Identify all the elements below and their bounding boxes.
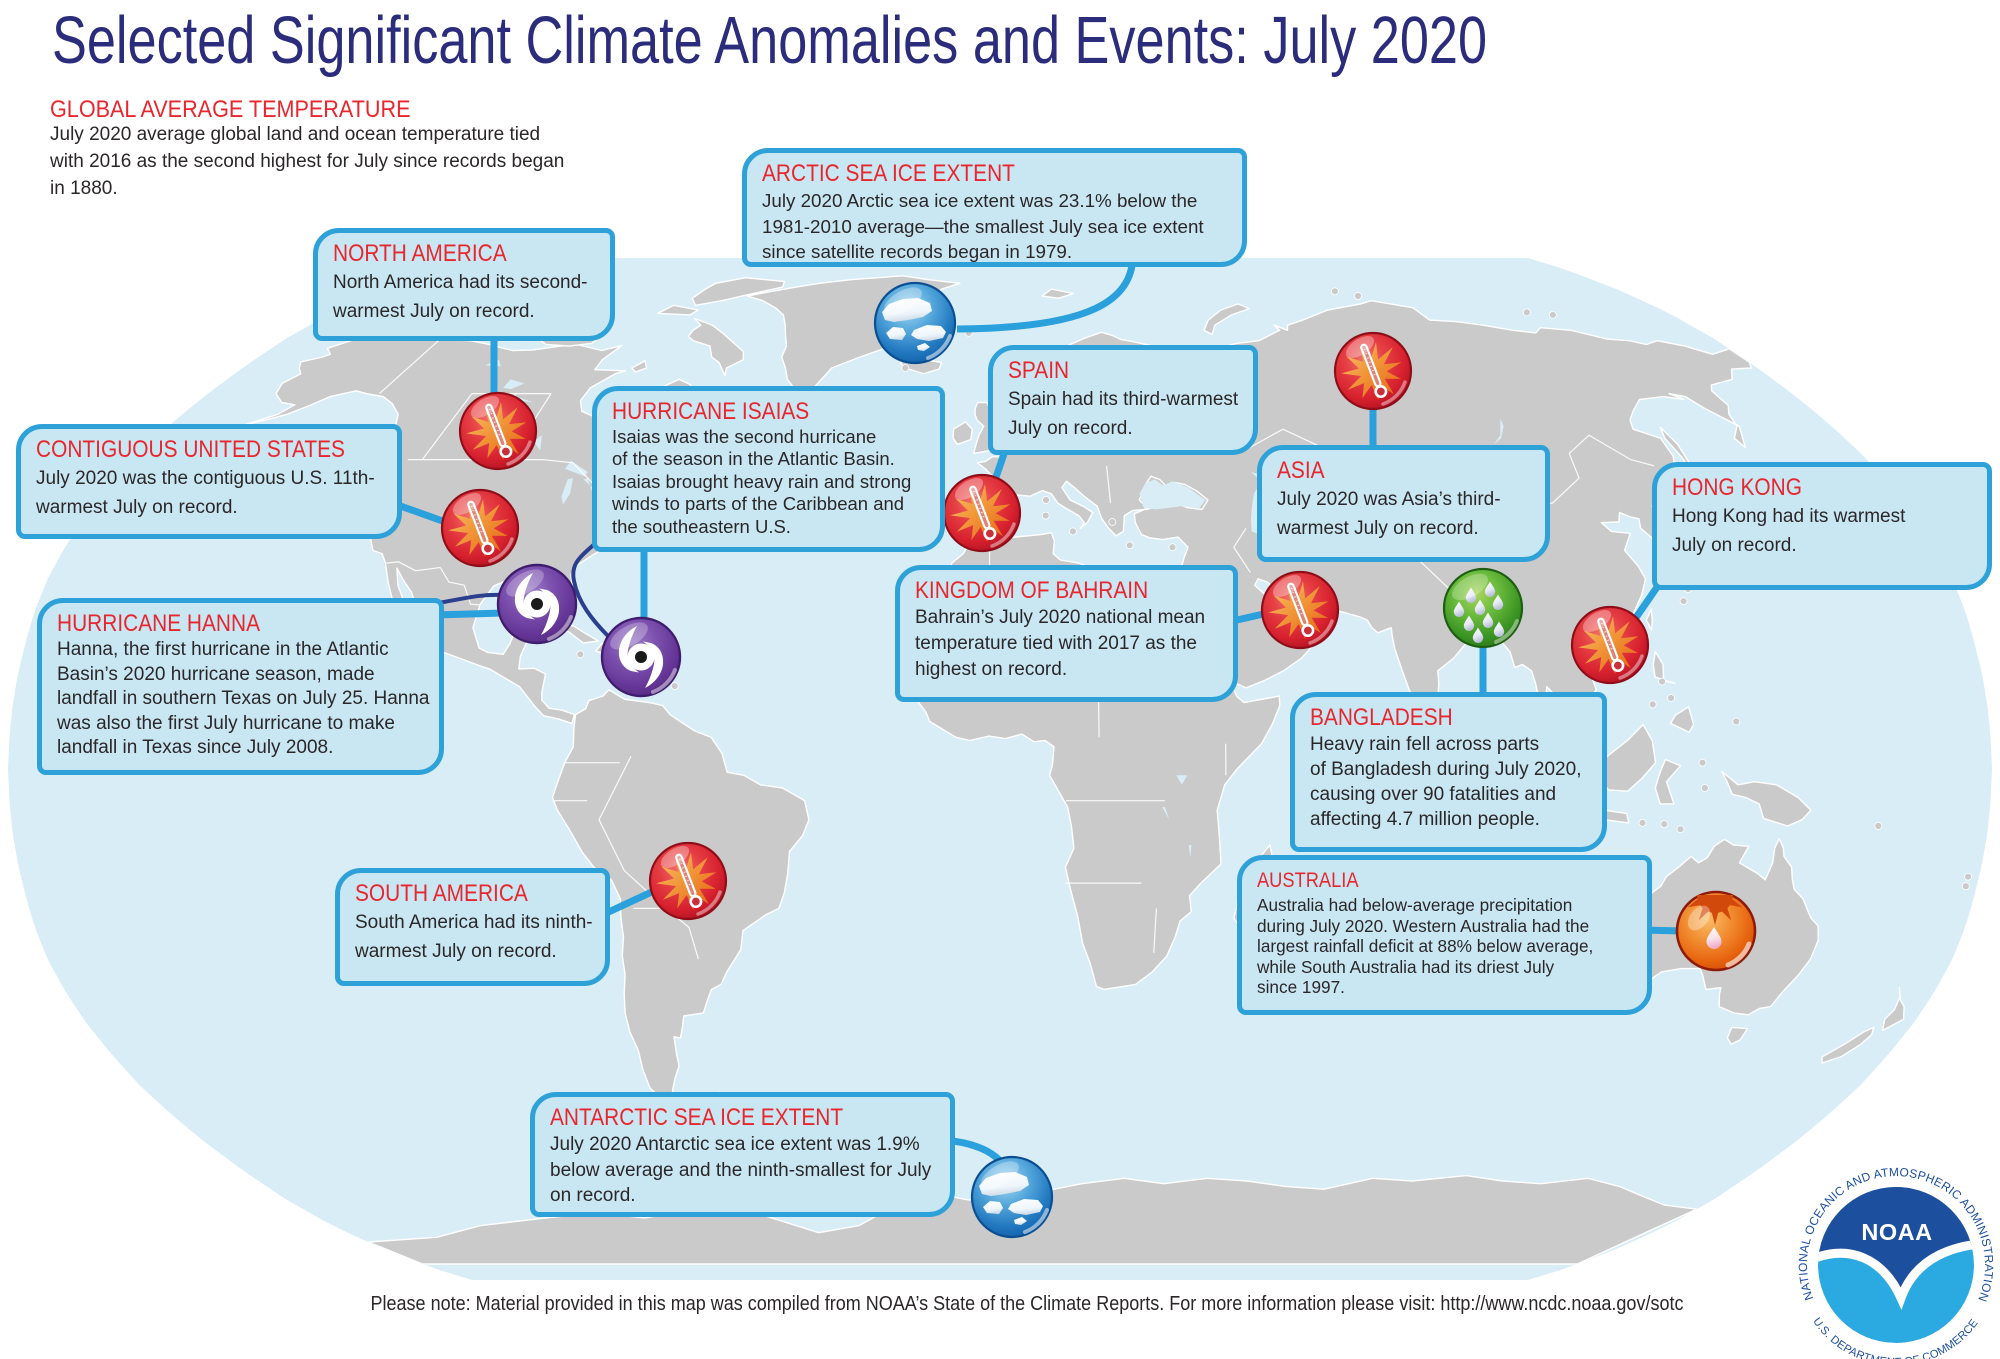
svg-text:NOAA: NOAA bbox=[1861, 1219, 1932, 1245]
